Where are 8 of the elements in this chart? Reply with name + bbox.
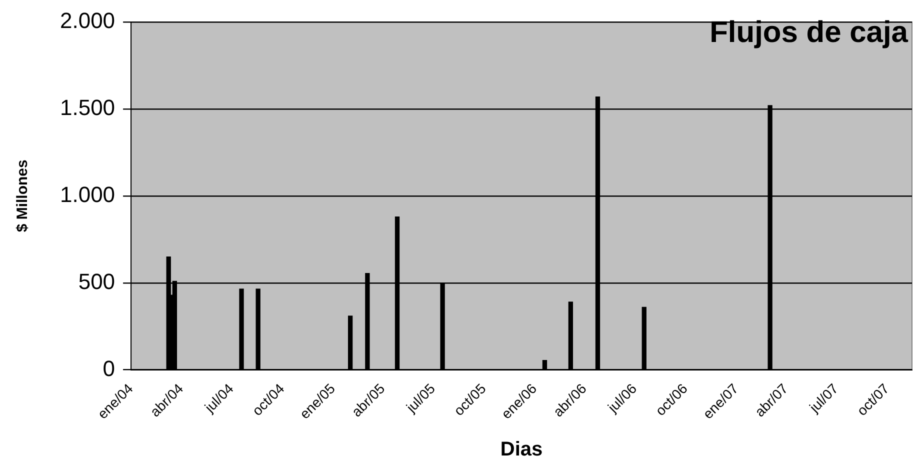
y-tick-label: 1.500 xyxy=(60,95,116,120)
y-tick-label: 0 xyxy=(102,356,116,381)
y-tick-label: 500 xyxy=(78,268,116,294)
y-tick-label: 1.000 xyxy=(60,182,116,207)
chart-title: Flujos de caja xyxy=(710,16,908,50)
x-axis-title: Dias xyxy=(500,438,543,461)
y-tick-label: 2.000 xyxy=(60,8,116,34)
y-axis-title: $ Millones xyxy=(14,160,32,232)
